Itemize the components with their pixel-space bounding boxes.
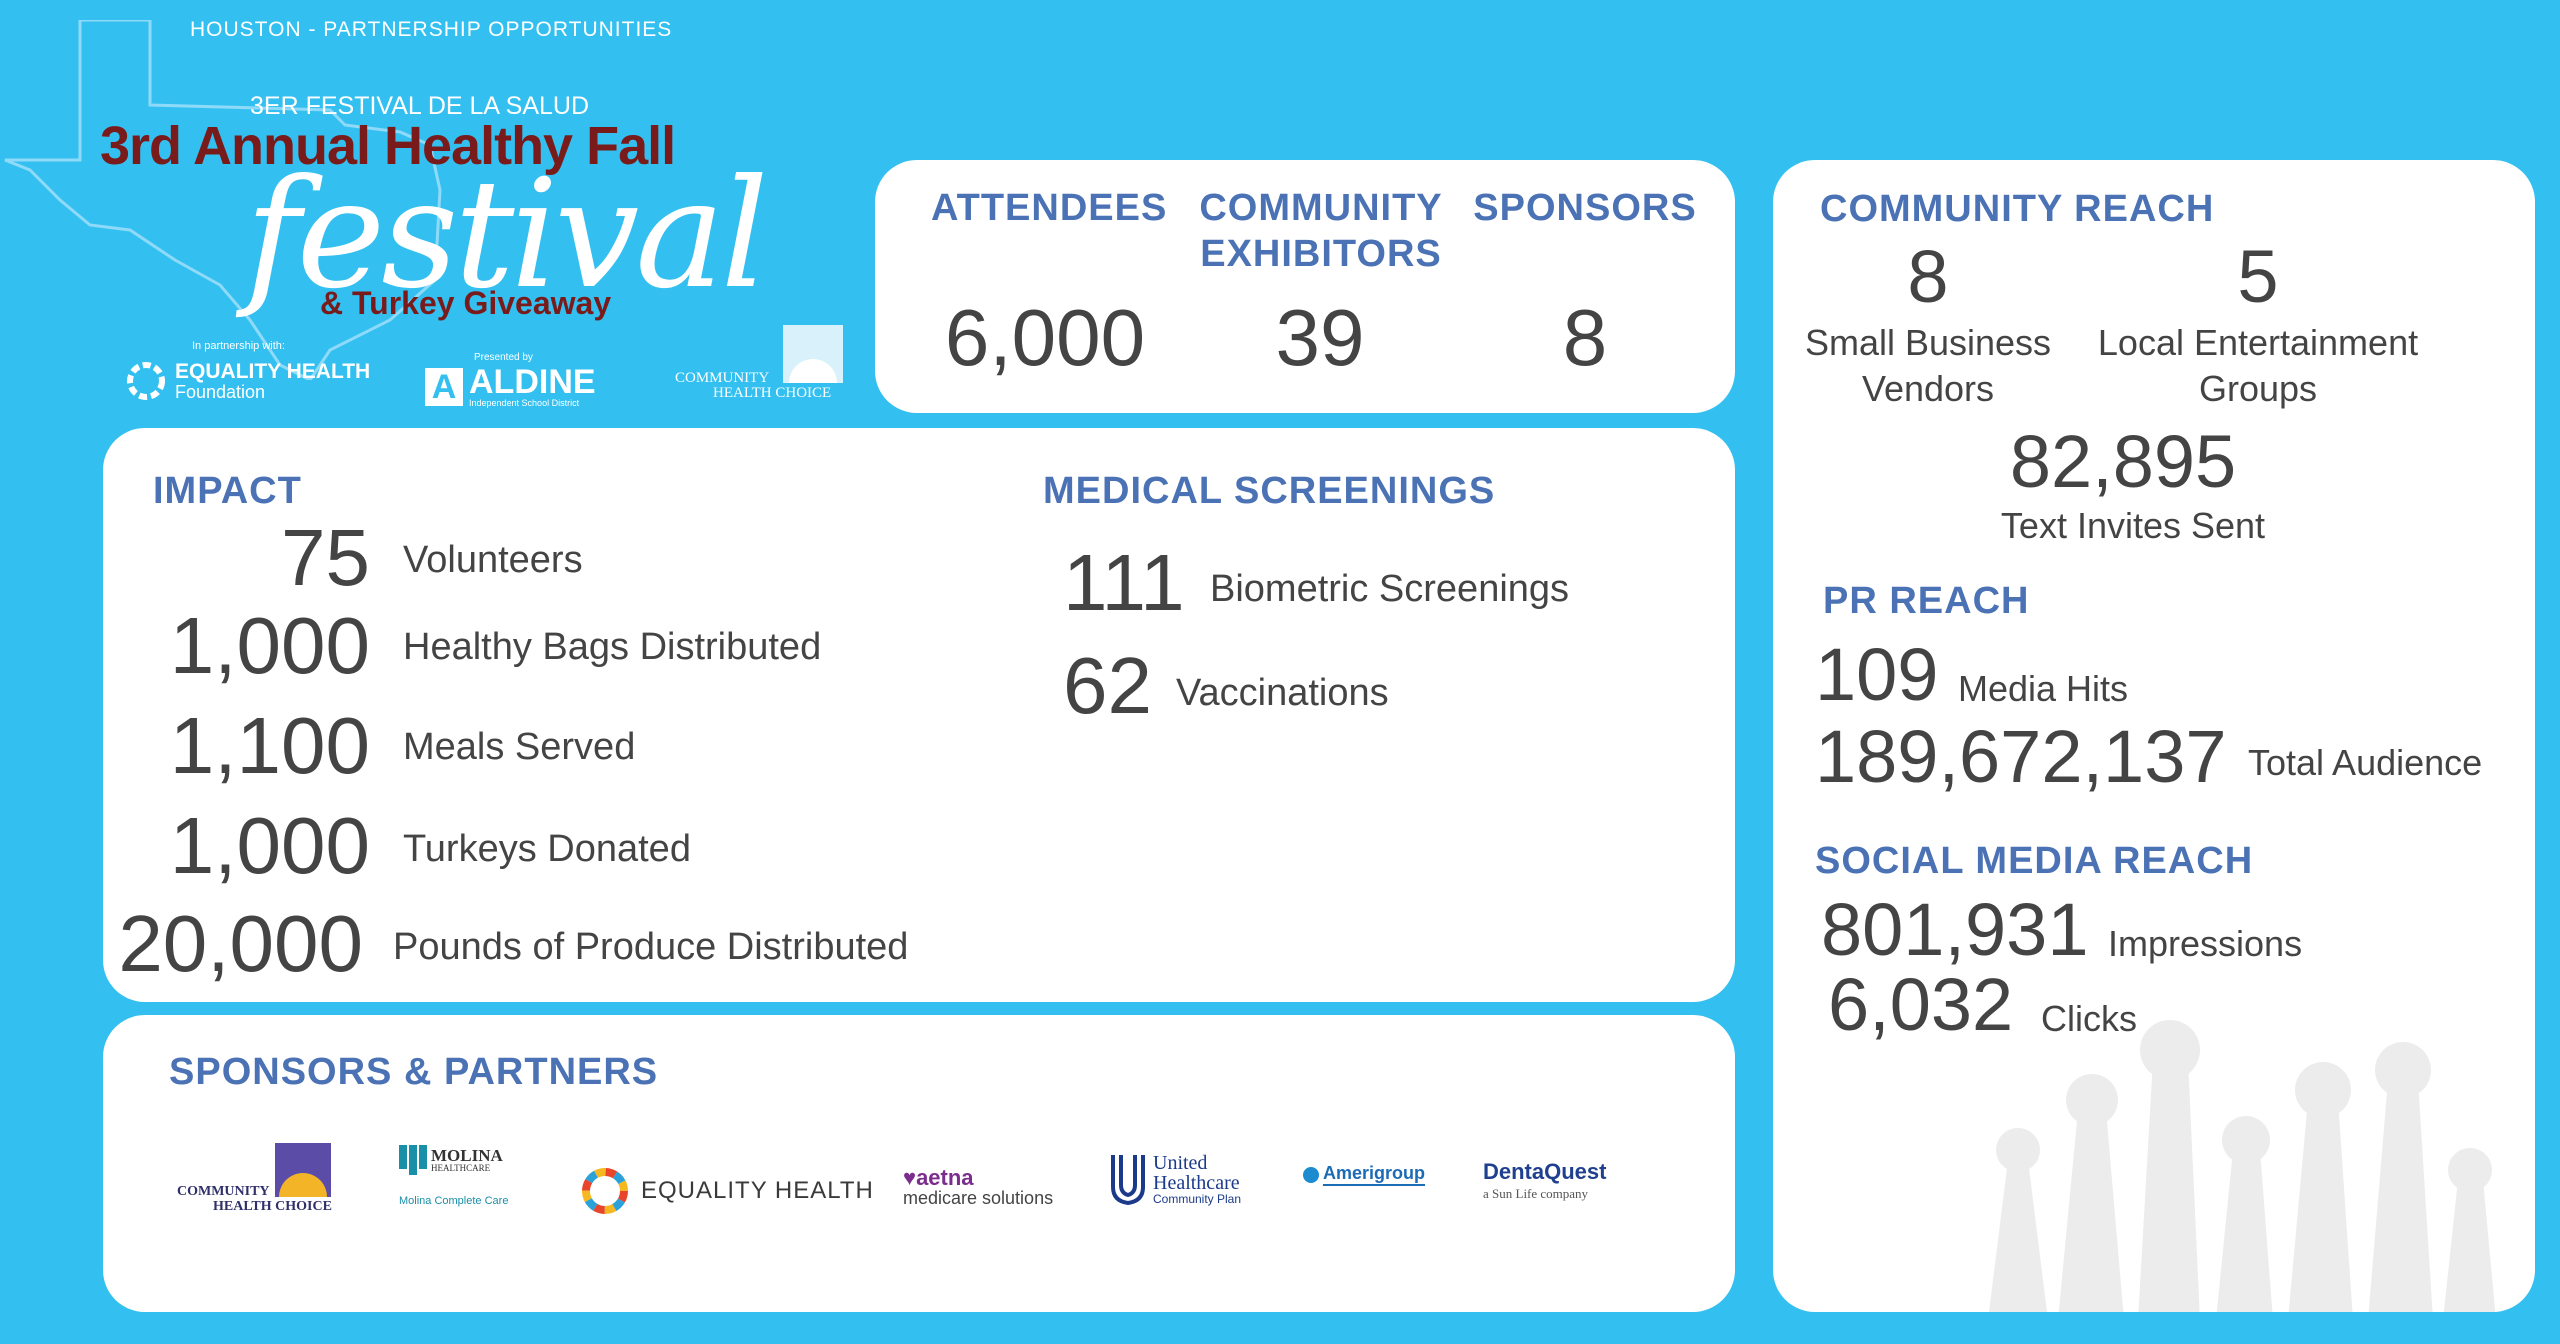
groups-label-line1: Local Entertainment bbox=[2097, 322, 2419, 363]
impact-label: Turkeys Donated bbox=[403, 828, 691, 870]
sponsors-partners-card: SPONSORS & PARTNERS COMMUNITY HEALTH CHO… bbox=[103, 1015, 1735, 1312]
total-audience-value: 189,672,137 bbox=[1815, 715, 2227, 798]
impact-title: IMPACT bbox=[153, 470, 302, 512]
molina-line3: Molina Complete Care bbox=[399, 1195, 509, 1207]
partnership-prefix: In partnership with: bbox=[192, 340, 285, 352]
impressions-value: 801,931 bbox=[1821, 888, 2089, 971]
impact-value: 20,000 bbox=[118, 899, 363, 988]
festival-turkey-title: & Turkey Giveaway bbox=[320, 285, 612, 321]
aetna-line1: aetna bbox=[916, 1165, 974, 1190]
uhc-shield-icon bbox=[1111, 1155, 1145, 1205]
sponsor-logo-aetna: ♥aetna medicare solutions bbox=[903, 1165, 1054, 1208]
chc-sponsor-line2: HEALTH CHOICE bbox=[213, 1198, 332, 1214]
equality-health-icon bbox=[127, 362, 165, 400]
clicks-value: 6,032 bbox=[1828, 963, 2014, 1046]
impact-label: Volunteers bbox=[403, 539, 583, 581]
vendors-value: 8 bbox=[1907, 235, 1949, 318]
dentaquest-line1: DentaQuest bbox=[1483, 1159, 1607, 1184]
sponsor-logo-chc: COMMUNITY HEALTH CHOICE bbox=[177, 1143, 337, 1223]
sunrise-icon bbox=[783, 325, 843, 383]
sponsors-value: 8 bbox=[1562, 293, 1608, 382]
molina-line2: HEALTHCARE bbox=[431, 1163, 491, 1173]
equality-health-color-icon bbox=[582, 1168, 628, 1214]
exhibitors-label-line1: COMMUNITY bbox=[1199, 187, 1443, 229]
pr-reach-title: PR REACH bbox=[1823, 580, 2030, 622]
impact-value: 1,100 bbox=[169, 701, 370, 790]
medical-label: Biometric Screenings bbox=[1210, 568, 1570, 610]
invites-value: 82,895 bbox=[2009, 420, 2237, 503]
aldine-sub: Independent School District bbox=[469, 398, 580, 408]
total-audience-label: Total Audience bbox=[2248, 742, 2483, 783]
dentaquest-line2: a Sun Life company bbox=[1483, 1186, 1589, 1201]
eh-logo-line1: EQUALITY HEALTH bbox=[175, 359, 371, 383]
impact-card: IMPACT 75 Volunteers 1,000 Healthy Bags … bbox=[103, 428, 1735, 1002]
texas-outline-graphic bbox=[4, 20, 442, 380]
sponsors-label: SPONSORS bbox=[1473, 187, 1697, 229]
festival-title: 3rd Annual Healthy Fall bbox=[100, 116, 676, 176]
uhc-line1: United bbox=[1153, 1152, 1208, 1174]
molina-line1: MOLINA bbox=[431, 1146, 503, 1165]
clicks-label: Clicks bbox=[2041, 998, 2137, 1039]
uhc-line3: Community Plan bbox=[1153, 1192, 1242, 1206]
sponsors-partners-title: SPONSORS & PARTNERS bbox=[169, 1051, 659, 1093]
eh-logo-line2: Foundation bbox=[175, 381, 266, 402]
sponsor-logo-molina: MOLINA HEALTHCARE Molina Complete Care bbox=[399, 1145, 539, 1207]
vendors-label-line2: Vendors bbox=[1861, 368, 1995, 409]
exhibitors-value: 39 bbox=[1275, 293, 1365, 382]
vendors-label: Small Business Vendors bbox=[1793, 320, 2063, 412]
raised-hands-graphic bbox=[1989, 1020, 2496, 1312]
media-hits-value: 109 bbox=[1815, 633, 1939, 716]
chc-sunrise-icon bbox=[275, 1143, 331, 1197]
festival-script-title: festival bbox=[245, 148, 769, 322]
aetna-line2: medicare solutions bbox=[903, 1188, 1054, 1208]
uhc-line2: Healthcare bbox=[1153, 1172, 1240, 1194]
equality-health-foundation-logo: EQUALITY HEALTH Foundation bbox=[125, 360, 370, 402]
aldine-a-icon: A bbox=[425, 367, 463, 406]
community-reach-title: COMMUNITY REACH bbox=[1820, 188, 2215, 230]
sponsor-logo-amerigroup: Amerigroup bbox=[1303, 1163, 1426, 1186]
impact-value: 75 bbox=[281, 513, 370, 602]
groups-value: 5 bbox=[2237, 235, 2279, 318]
attendees-label: ATTENDEES bbox=[931, 187, 1168, 229]
chc-line2: HEALTH CHOICE bbox=[713, 385, 832, 401]
presented-prefix: Presented by bbox=[474, 352, 533, 363]
festival-subtitle: 3ER FESTIVAL DE LA SALUD bbox=[250, 92, 590, 120]
sponsor-logo-united-healthcare: United Healthcare Community Plan bbox=[1111, 1153, 1241, 1205]
amerigroup-icon bbox=[1303, 1166, 1319, 1183]
invites-label: Text Invites Sent bbox=[2000, 505, 2266, 546]
impact-label: Pounds of Produce Distributed bbox=[393, 926, 909, 968]
chc-line1: COMMUNITY bbox=[675, 370, 770, 386]
media-hits-label: Media Hits bbox=[1958, 668, 2129, 709]
impact-label: Meals Served bbox=[403, 726, 636, 768]
medical-value: 111 bbox=[1063, 538, 1185, 627]
molina-people-icon bbox=[399, 1145, 427, 1175]
amerigroup-name: Amerigroup bbox=[1323, 1163, 1426, 1186]
groups-label: Local Entertainment Groups bbox=[2083, 320, 2433, 412]
aldine-name: ALDINE bbox=[469, 363, 596, 401]
attendance-stats-card: ATTENDEES COMMUNITY EXHIBITORS SPONSORS … bbox=[875, 160, 1735, 413]
sponsor-logo-equality-health: EQUALITY HEALTH bbox=[579, 1165, 874, 1217]
top-label: HOUSTON - PARTNERSHIP OPPORTUNITIES bbox=[190, 18, 673, 41]
attendees-value: 6,000 bbox=[944, 293, 1146, 382]
exhibitors-label: COMMUNITY EXHIBITORS bbox=[1191, 185, 1451, 277]
medical-screenings-title: MEDICAL SCREENINGS bbox=[1043, 470, 1496, 512]
vendors-label-line1: Small Business bbox=[1804, 322, 2052, 363]
impact-label: Healthy Bags Distributed bbox=[403, 626, 822, 668]
medical-label: Vaccinations bbox=[1176, 672, 1389, 714]
social-media-reach-title: SOCIAL MEDIA REACH bbox=[1815, 840, 2254, 882]
sponsor-logo-dentaquest: DentaQuest a Sun Life company bbox=[1483, 1159, 1607, 1201]
medical-value: 62 bbox=[1063, 641, 1152, 730]
reach-card: COMMUNITY REACH 8 Small Business Vendors… bbox=[1773, 160, 2535, 1312]
aldine-logo: A ALDINE Independent School District bbox=[425, 365, 596, 408]
aetna-name: ♥aetna bbox=[903, 1165, 974, 1190]
impressions-label: Impressions bbox=[2108, 923, 2303, 964]
groups-label-line2: Groups bbox=[2198, 368, 2318, 409]
impact-value: 1,000 bbox=[169, 801, 370, 890]
community-health-choice-logo: COMMUNITY HEALTH CHOICE bbox=[675, 325, 845, 405]
impact-value: 1,000 bbox=[169, 601, 370, 690]
exhibitors-label-line2: EXHIBITORS bbox=[1200, 233, 1442, 275]
equality-health-name: EQUALITY HEALTH bbox=[641, 1177, 874, 1204]
chc-sponsor-line1: COMMUNITY bbox=[177, 1184, 270, 1199]
